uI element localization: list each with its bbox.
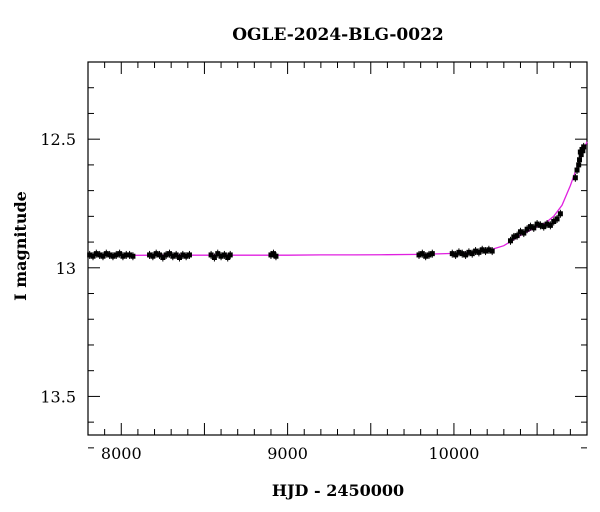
data-point (127, 252, 133, 258)
data-point (419, 251, 425, 257)
data-point (459, 251, 465, 257)
data-point (211, 255, 217, 261)
data-point (150, 253, 156, 259)
data-point (93, 251, 99, 257)
data-point (173, 252, 179, 258)
data-point (180, 252, 186, 258)
data-point (469, 251, 475, 257)
data-point (514, 233, 520, 239)
y-axis-label: I magnitude (11, 191, 30, 301)
data-point (576, 162, 582, 168)
data-point (120, 253, 126, 259)
data-point (572, 175, 578, 181)
data-point (423, 253, 429, 259)
chart-title: OGLE-2024-BLG-0022 (232, 25, 444, 45)
x-axis-label: HJD - 2450000 (272, 481, 404, 500)
data-point (527, 224, 533, 230)
data-point (544, 221, 550, 227)
data-point (507, 238, 513, 244)
data-point (110, 253, 116, 259)
data-point (537, 222, 543, 228)
data-point (466, 249, 472, 255)
data-point (547, 222, 553, 228)
data-point (449, 251, 455, 257)
data-point (186, 252, 192, 258)
data-point (157, 252, 163, 258)
data-point (97, 252, 103, 258)
data-marks (87, 141, 588, 262)
data-point (221, 252, 227, 258)
data-point (531, 225, 537, 231)
data-point (578, 152, 584, 158)
data-point (153, 251, 159, 257)
data-point (87, 252, 93, 258)
axis-ticks: 8000 9000 10000 12.5 13 13.5 (40, 62, 588, 463)
data-point (160, 255, 166, 261)
data-point (90, 253, 96, 259)
data-point (557, 211, 563, 217)
data-point (218, 253, 224, 259)
data-point (479, 247, 485, 253)
data-point (273, 253, 279, 259)
data-point (551, 218, 557, 224)
data-point (113, 252, 119, 258)
data-point (524, 226, 530, 232)
plot-frame (87, 61, 588, 436)
data-point (489, 248, 495, 254)
data-point (130, 253, 136, 259)
data-point (416, 252, 422, 258)
data-point (453, 252, 459, 258)
data-point (225, 255, 231, 261)
data-point (486, 247, 492, 253)
x-tick-label: 9000 (267, 444, 308, 463)
data-point (483, 248, 489, 254)
data-point (534, 221, 540, 227)
data-point (577, 157, 583, 163)
y-tick-label: 13.5 (40, 387, 76, 406)
y-tick-label: 13 (56, 259, 76, 278)
y-tick-label: 12.5 (40, 130, 76, 149)
data-point (123, 252, 129, 258)
data-point (521, 230, 527, 236)
data-point (163, 252, 169, 258)
data-point (581, 144, 587, 150)
data-point (541, 224, 547, 230)
data-point (511, 234, 517, 240)
data-point (183, 253, 189, 259)
data-point (426, 252, 432, 258)
data-point (476, 249, 482, 255)
data-point (574, 167, 580, 173)
data-point (473, 248, 479, 254)
data-point (227, 252, 233, 258)
data-point (107, 252, 113, 258)
data-point (117, 251, 123, 257)
data-point (270, 251, 276, 257)
data-point (167, 251, 173, 257)
data-point (429, 251, 435, 257)
data-point (456, 249, 462, 255)
data-point (170, 253, 176, 259)
data-point (103, 251, 109, 257)
data-point (517, 229, 523, 235)
x-tick-label: 10000 (428, 444, 479, 463)
data-point (580, 148, 586, 154)
x-tick-label: 8000 (101, 444, 142, 463)
data-point (215, 251, 221, 257)
data-point (208, 252, 214, 258)
data-point (176, 255, 182, 261)
data-point (100, 253, 106, 259)
data-point (554, 216, 560, 222)
data-point (463, 252, 469, 258)
data-point (147, 252, 153, 258)
